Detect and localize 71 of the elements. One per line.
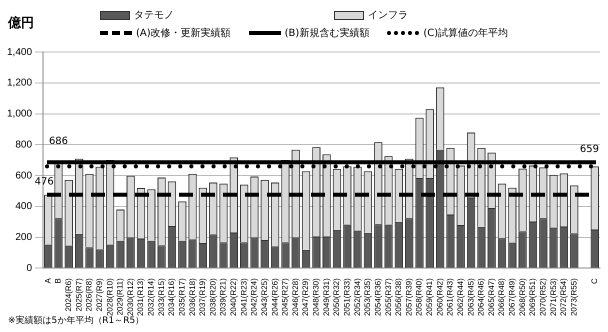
x-tick-label: 2045(R27) xyxy=(280,278,290,316)
y-tick-label: 800 xyxy=(15,139,32,150)
x-tick-label: 2034(R16) xyxy=(167,278,176,316)
x-tick-label: 2060(R42) xyxy=(435,278,444,316)
annotation: 476 xyxy=(34,176,54,188)
x-tick-label: 2063(R45) xyxy=(466,278,476,316)
y-tick-label: 1,200 xyxy=(6,78,32,89)
x-tick-label: 2059(R41) xyxy=(425,278,434,316)
x-tick-label: 2055(R37) xyxy=(384,278,393,316)
x-tick-label: 2029(R11) xyxy=(116,278,125,316)
legend-label: インフラ xyxy=(368,9,408,22)
y-tick-label: 400 xyxy=(15,201,32,212)
x-tick-label: 2072(R54) xyxy=(559,278,568,316)
x-tick-label: 2056(R38) xyxy=(394,278,404,316)
x-tick-label: 2035(R17) xyxy=(177,278,186,316)
x-tick-label: 2058(R40) xyxy=(414,278,424,316)
x-tick-label: 2024(R6) xyxy=(64,278,74,312)
x-tick-label: 2044(R26) xyxy=(270,278,280,316)
y-tick-label: 0 xyxy=(26,262,32,274)
x-tick-label: A xyxy=(43,278,52,284)
x-tick-label: C xyxy=(590,278,600,284)
x-tick-label: B xyxy=(54,278,63,284)
x-tick-label: 2049(R31) xyxy=(322,278,331,316)
x-tick-label: 2041(R23) xyxy=(239,278,248,316)
x-tick-label: 2070(R52) xyxy=(538,278,548,316)
x-tick-label: 2068(R50) xyxy=(518,278,527,316)
x-tick-label: 2048(R30) xyxy=(312,278,321,316)
y-tick-label: 1,000 xyxy=(6,108,32,120)
x-tick-label: 2039(R21) xyxy=(218,278,228,316)
x-tick-label: 2032(R14) xyxy=(146,278,156,316)
x-tick-label: 2065(R47) xyxy=(486,278,496,316)
text: ※実績額は5か年平均（R1～R5） xyxy=(8,316,144,327)
x-tick-label: 2069(R51) xyxy=(528,278,538,316)
y-axis-title: 億円 xyxy=(8,14,34,32)
x-tick-label: 2037(R19) xyxy=(198,278,208,316)
y-tick-label: 1,400 xyxy=(6,46,32,58)
x-tick-label: 2030(R12) xyxy=(126,278,135,316)
x-tick-label: 2071(R53) xyxy=(548,278,558,316)
x-tick-label: 2064(R46) xyxy=(476,278,486,316)
x-tick-label: 2042(R24) xyxy=(250,278,259,316)
x-tick-label: 2066(R48) xyxy=(497,278,506,316)
x-tick-label: 2051(R33) xyxy=(342,278,352,316)
annotation: 686 xyxy=(48,136,68,147)
x-tick-label: 2028(R10) xyxy=(105,278,114,316)
legend-label: (A)改修・更新実績額 xyxy=(136,26,231,40)
x-tick-label: 2053(R35) xyxy=(363,278,372,316)
x-tick-label: 2054(R36) xyxy=(373,278,382,316)
legend-label: (C)試算値の年平均 xyxy=(423,26,508,40)
y-tick-label: 200 xyxy=(15,232,32,244)
x-tick-label: 2050(R32) xyxy=(332,278,342,316)
x-tick-label: 2031(R13) xyxy=(136,278,146,316)
x-tick-label: 2033(R15) xyxy=(156,278,166,316)
x-tick-label: 2026(R8) xyxy=(84,278,94,312)
x-tick-label: 2038(R20) xyxy=(208,278,218,316)
x-tick-label: 2052(R34) xyxy=(352,278,362,316)
x-tick-label: 2062(R44) xyxy=(456,278,465,316)
x-tick-label: 2043(R25) xyxy=(260,278,269,316)
x-tick-label: 2061(R43) xyxy=(446,278,455,316)
x-tick-label: 2046(R28) xyxy=(290,278,300,316)
legend-label: (B)新規含む実績額 xyxy=(284,26,370,40)
y-tick-label: 600 xyxy=(15,170,32,182)
x-tick-label: 2036(R18) xyxy=(188,278,197,316)
x-tick-label: 2073(R55) xyxy=(569,278,578,316)
annotation: 659 xyxy=(580,144,599,156)
x-tick-label: 2040(R22) xyxy=(229,278,238,316)
x-tick-label: 2057(R39) xyxy=(404,278,414,316)
x-tick-label: 2027(R9) xyxy=(94,278,104,312)
x-tick-label: 2047(R29) xyxy=(301,278,310,316)
legend-label: タテモノ xyxy=(134,9,174,22)
x-tick-label: 2025(R7) xyxy=(74,278,84,312)
x-tick-label: 2067(R49) xyxy=(508,278,517,316)
